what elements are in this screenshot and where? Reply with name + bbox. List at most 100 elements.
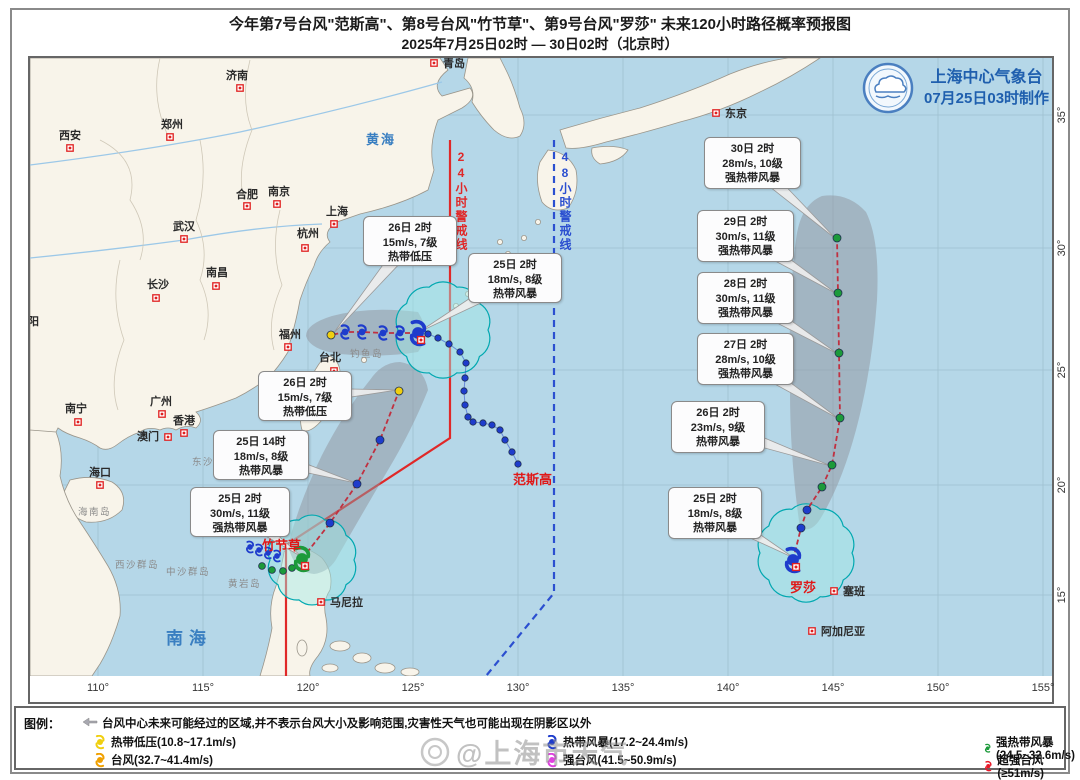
island-label: 钓鱼岛: [350, 348, 383, 360]
legend-item: 热带风暴(17.2~24.4m/s): [546, 734, 688, 750]
cone-swath-icon: [82, 717, 98, 727]
track-point: [326, 330, 336, 340]
typhoon-intensity-icon: [95, 752, 105, 767]
typhoon-intensity-icon: [547, 734, 557, 749]
track-point: [469, 418, 477, 426]
forecast-callout: 25日 14时 18m/s, 8级 热带风暴: [213, 430, 309, 480]
city-marker: [712, 109, 720, 117]
city-label: 澳门: [137, 429, 159, 443]
lon-tick-label: 125°: [401, 682, 425, 694]
warning-line-label-48h: 48小时警戒线: [558, 150, 572, 252]
callout-line: 30日 2时: [730, 143, 775, 155]
callout-line: 强热带风暴: [718, 368, 773, 381]
track-point: [488, 421, 496, 429]
callout-line: 强热带风暴: [212, 522, 268, 535]
track-point: [434, 334, 442, 342]
track-point: [501, 436, 509, 444]
city-marker: [808, 627, 816, 635]
city-marker: [66, 144, 74, 152]
watermark: @上海市天气: [420, 732, 629, 771]
typhoon-symbol: [395, 325, 405, 341]
typhoon-intensity-icon: [547, 752, 557, 767]
callout-line: 27日 2时: [723, 339, 768, 351]
lon-tick-label: 145°: [821, 682, 845, 694]
track-point: [464, 413, 472, 421]
track-point: [827, 460, 837, 470]
callout-line: 热带风暴: [693, 522, 737, 535]
callout-line: 强热带风暴: [718, 307, 773, 320]
island-label: 黄岩岛: [228, 578, 261, 590]
city-marker: [301, 244, 309, 252]
lon-tick-label: 115°: [192, 682, 214, 694]
city-label: 贵阳: [30, 314, 39, 328]
track-point: [461, 374, 469, 382]
city-label: 青岛: [443, 58, 465, 70]
city-marker: [330, 220, 338, 228]
typhoon-name-label: 竹节草: [261, 538, 301, 553]
lat-tick-label: 15°: [1056, 586, 1068, 604]
track-point: [508, 448, 516, 456]
callout-line: 热带风暴: [696, 436, 740, 449]
typhoon-intensity-icon: [985, 760, 992, 771]
forecast-callout: 25日 2时 30m/s, 11级 强热带风暴: [190, 487, 290, 537]
city-marker: [273, 200, 281, 208]
typhoon-symbol: [246, 540, 254, 554]
city-label: 福州: [278, 327, 301, 341]
callout-line: 25日 14时: [236, 436, 286, 448]
city-marker: [180, 429, 188, 437]
callout-line: 18m/s, 8级: [687, 507, 743, 520]
typhoon-symbol: [357, 324, 367, 340]
legend-item-label: 超强台风(≥51m/s): [997, 755, 1044, 780]
typhoon-symbol: [378, 325, 388, 341]
island-label: 中沙群岛: [166, 566, 210, 578]
track-point: [832, 233, 842, 243]
island-label: 海南岛: [78, 506, 111, 518]
callout-line: 热带低压: [388, 251, 432, 264]
lon-tick-label: 135°: [611, 682, 635, 694]
agency-emblem-icon: [862, 62, 914, 114]
lat-tick-label: 35°: [1056, 106, 1068, 124]
city-label: 香港: [172, 413, 196, 427]
track-point: [424, 330, 432, 338]
track-point: [268, 566, 276, 574]
callout-line: 26日 2时: [283, 377, 327, 389]
legend-item: 热带低压(10.8~17.1m/s): [94, 734, 236, 750]
callout-line: 28m/s, 10级: [715, 353, 776, 366]
city-marker: [284, 343, 292, 351]
page-subtitle: 2025年7月25日02时 — 30日02时（北京时）: [401, 36, 679, 52]
city-label: 塞班: [842, 584, 865, 598]
city-label: 台北: [319, 350, 341, 364]
callout-line: 25日 2时: [493, 259, 537, 271]
typhoon-intensity-icon: [984, 743, 991, 753]
city-label: 西安: [59, 128, 81, 142]
callout-line: 热带风暴: [493, 288, 537, 301]
callout-line: 热带低压: [283, 406, 327, 419]
city-marker: [96, 481, 104, 489]
callout-line: 26日 2时: [696, 407, 740, 419]
city-label: 阿加尼亚: [821, 624, 865, 638]
callout-line: 30m/s, 11级: [715, 292, 776, 305]
callout-line: 30m/s, 11级: [715, 230, 776, 243]
page-title: 今年第7号台风"范斯高"、第8号台风"竹节草"、第9号台风"罗莎" 未来120小…: [229, 16, 851, 33]
lon-tick-label: 110°: [87, 682, 109, 694]
city-label: 马尼拉: [330, 595, 363, 609]
province-borders: [99, 58, 283, 411]
lon-tick-label: 140°: [716, 682, 740, 694]
city-label: 南昌: [206, 265, 228, 279]
callout-line: 23m/s, 9级: [690, 421, 746, 434]
typhoon-name-label: 范斯高: [513, 472, 552, 487]
track-point: [479, 419, 487, 427]
callout-line: 26日 2时: [388, 222, 432, 234]
forecast-callout: 28日 2时 30m/s, 11级 强热带风暴: [697, 272, 794, 324]
city-marker: [180, 235, 188, 243]
warning-line-label-24h: 24小时警戒线: [454, 150, 468, 252]
track-point: [802, 505, 812, 515]
track-point: [445, 340, 453, 348]
track-point: [835, 413, 845, 423]
track-point: [461, 401, 469, 409]
track-point: [394, 386, 404, 396]
city-marker: [158, 410, 166, 418]
sea-label: 南海: [166, 628, 212, 648]
callout-line: 28日 2时: [723, 278, 768, 290]
callout-line: 强热带风暴: [725, 172, 780, 185]
